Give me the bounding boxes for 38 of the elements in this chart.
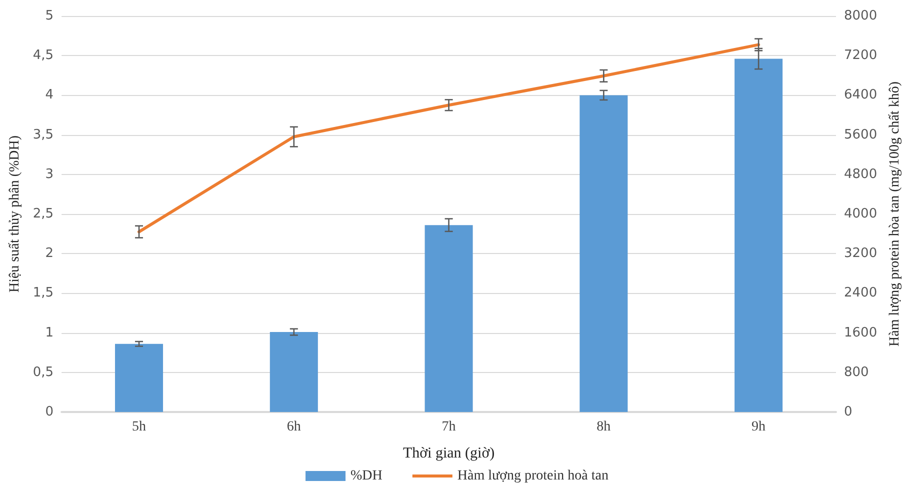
y-axis-title: Hiệu suất thủy phân (%DH) [8, 135, 22, 293]
y2-tick-label: 5600 [844, 127, 878, 142]
bar [580, 95, 628, 412]
y2-tick-label: 4000 [844, 206, 878, 222]
legend-label: %DH [350, 468, 382, 484]
x-axis-title: Thời gian (giờ) [402, 446, 495, 462]
y-tick-label: 2,5 [32, 206, 54, 222]
bar [270, 332, 318, 412]
y2-tick-label: 3200 [844, 246, 878, 262]
x-tick-label: 6h [286, 420, 301, 434]
y-tick-label: 0 [45, 404, 54, 420]
legend-label: Hàm lượng protein hoà tan [457, 468, 608, 484]
y2-axis-title: Hàm lượng protein hòa tan (mg/100g chất khô) [888, 81, 902, 346]
x-tick-label: 7h [442, 420, 456, 434]
y2-tick-label: 7200 [844, 48, 878, 64]
bar [424, 225, 473, 412]
y2-tick-label: 0 [844, 404, 852, 420]
y-tick-label: 0,5 [32, 364, 54, 380]
y2-tick-label: 2400 [844, 286, 878, 301]
y2-tick-label: 6400 [844, 88, 878, 103]
y-tick-label: 3 [45, 166, 54, 182]
y-tick-label: 2 [45, 246, 54, 262]
bar [734, 58, 783, 412]
x-tick-label: 5h [132, 420, 146, 434]
bar [115, 344, 164, 412]
x-tick-label: 8h [596, 420, 611, 434]
y-tick-label: 1,5 [32, 286, 54, 301]
x-tick-label: 9h [752, 420, 766, 434]
line-series [138, 43, 760, 234]
y-tick-label: 4 [45, 88, 54, 103]
y-tick-label: 4,5 [32, 48, 54, 64]
y-tick-label: 1 [45, 325, 54, 340]
y2-tick-label: 1600 [844, 325, 878, 340]
y2-tick-label: 4800 [844, 166, 878, 182]
y2-tick-label: 800 [844, 364, 869, 380]
y2-tick-label: 8000 [844, 8, 878, 24]
y-tick-label: 5 [45, 8, 54, 24]
y-tick-label: 3,5 [32, 127, 54, 142]
